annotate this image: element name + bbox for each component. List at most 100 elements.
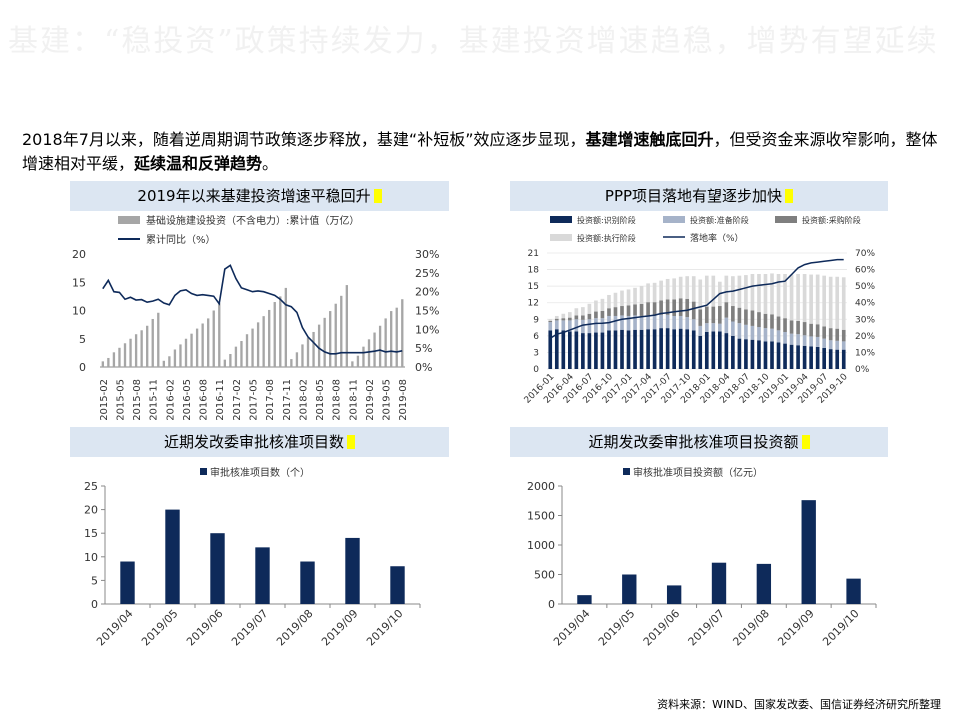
left-tick-label: 15 (528, 282, 539, 292)
bar (273, 302, 276, 367)
bar-preparation (770, 328, 774, 342)
bar (401, 299, 404, 367)
bar-procurement (835, 328, 840, 341)
bar-procurement (704, 306, 709, 324)
bar-procurement (633, 304, 637, 316)
x-tick-label: 2017-08 (265, 379, 276, 421)
bar (345, 285, 348, 367)
bar-preparation (796, 334, 800, 346)
bar-identification (809, 346, 813, 369)
bar-preparation (548, 322, 553, 331)
bar-procurement (568, 317, 572, 321)
right-tick-label: 70% (855, 249, 875, 259)
highlight-mark (785, 189, 794, 203)
x-tick-label: 2019/10 (364, 607, 406, 649)
bar-execution (659, 280, 663, 301)
bar-execution (626, 289, 631, 306)
right-tick-label: 30% (855, 315, 875, 325)
bar-procurement (672, 299, 676, 316)
bar-identification (568, 331, 572, 369)
bar (162, 360, 165, 367)
bar-execution (744, 275, 748, 310)
right-tick-label: 10% (415, 323, 439, 336)
bar-identification (776, 342, 781, 369)
bar (279, 296, 282, 367)
bar-preparation (783, 331, 787, 344)
bar-procurement (718, 306, 722, 324)
bar-execution (678, 276, 683, 299)
bar-procurement (587, 313, 592, 320)
bar (312, 331, 315, 367)
bar-identification (704, 331, 709, 369)
bar (173, 349, 177, 367)
bar-preparation (757, 327, 761, 341)
bar-identification (789, 344, 794, 369)
legend-label: 投资额:识别阶段 (577, 215, 636, 225)
bar-identification (639, 329, 644, 369)
bar-execution (633, 287, 637, 305)
x-tick-label: 2019-08 (398, 379, 409, 421)
bar (184, 338, 188, 367)
bar-execution (822, 275, 826, 327)
bar-procurement (639, 303, 644, 316)
bar-preparation (685, 317, 690, 330)
x-tick-label: 2018-11 (348, 379, 359, 421)
bar-preparation (776, 330, 781, 343)
left-tick-label: 20 (72, 248, 86, 261)
bar (146, 325, 149, 367)
bar-procurement (770, 314, 774, 329)
bar-procurement (776, 316, 781, 331)
bar-preparation (718, 323, 722, 332)
right-tick-label: 60% (855, 266, 875, 276)
left-tick-label: 3 (533, 348, 539, 358)
bar-preparation (574, 319, 579, 332)
bar-preparation (665, 314, 670, 329)
bar-identification (841, 349, 846, 369)
x-tick-label: 2019/06 (641, 607, 683, 649)
chart1-title-bar: 2019年以来基建投资增速平稳回升 (70, 181, 449, 211)
bar-procurement (796, 320, 800, 335)
bar-preparation (646, 315, 650, 330)
bar-identification (548, 330, 553, 369)
bar (140, 330, 143, 367)
bar-preparation (554, 320, 559, 330)
bar-execution (737, 275, 742, 308)
bar-identification (724, 333, 729, 369)
bar-identification (815, 346, 820, 369)
y-tick-label: 0 (548, 598, 555, 611)
x-tick-label: 2019-02 (365, 379, 376, 421)
bar (207, 318, 210, 367)
bar (234, 346, 238, 367)
bar-procurement (744, 309, 748, 325)
bar (395, 307, 398, 367)
bar-execution (796, 273, 800, 321)
x-tick-label: 2015-11 (149, 379, 160, 421)
bar-procurement (678, 298, 683, 316)
bar-identification (691, 330, 696, 369)
bar (255, 547, 270, 604)
y-tick-label: 1000 (527, 539, 555, 552)
bar-identification (652, 329, 657, 369)
bar-preparation (613, 315, 618, 331)
chart3-title: 近期发改委审批核准项目数 (163, 433, 344, 451)
left-tick-label: 5 (79, 333, 86, 346)
bar-execution (639, 286, 644, 304)
x-tick-label: 2019/04 (94, 607, 136, 649)
bar-procurement (685, 298, 690, 318)
bar-identification (574, 331, 579, 369)
bar-execution (607, 294, 611, 309)
bar-procurement (548, 320, 553, 323)
bar-procurement (613, 307, 618, 316)
intro-bold-1: 基建增速触底回升 (585, 130, 714, 149)
bar-execution (783, 273, 787, 319)
bar-execution (587, 303, 592, 314)
bar-execution (600, 298, 605, 311)
bar-procurement (757, 312, 761, 328)
bar (622, 574, 637, 604)
x-tick-label: 2019/04 (551, 607, 593, 649)
right-tick-label: 20% (855, 332, 875, 342)
left-tick-label: 15 (72, 276, 86, 289)
bar-preparation (600, 318, 605, 333)
bar-procurement (815, 324, 820, 337)
bar-preparation (568, 320, 572, 332)
